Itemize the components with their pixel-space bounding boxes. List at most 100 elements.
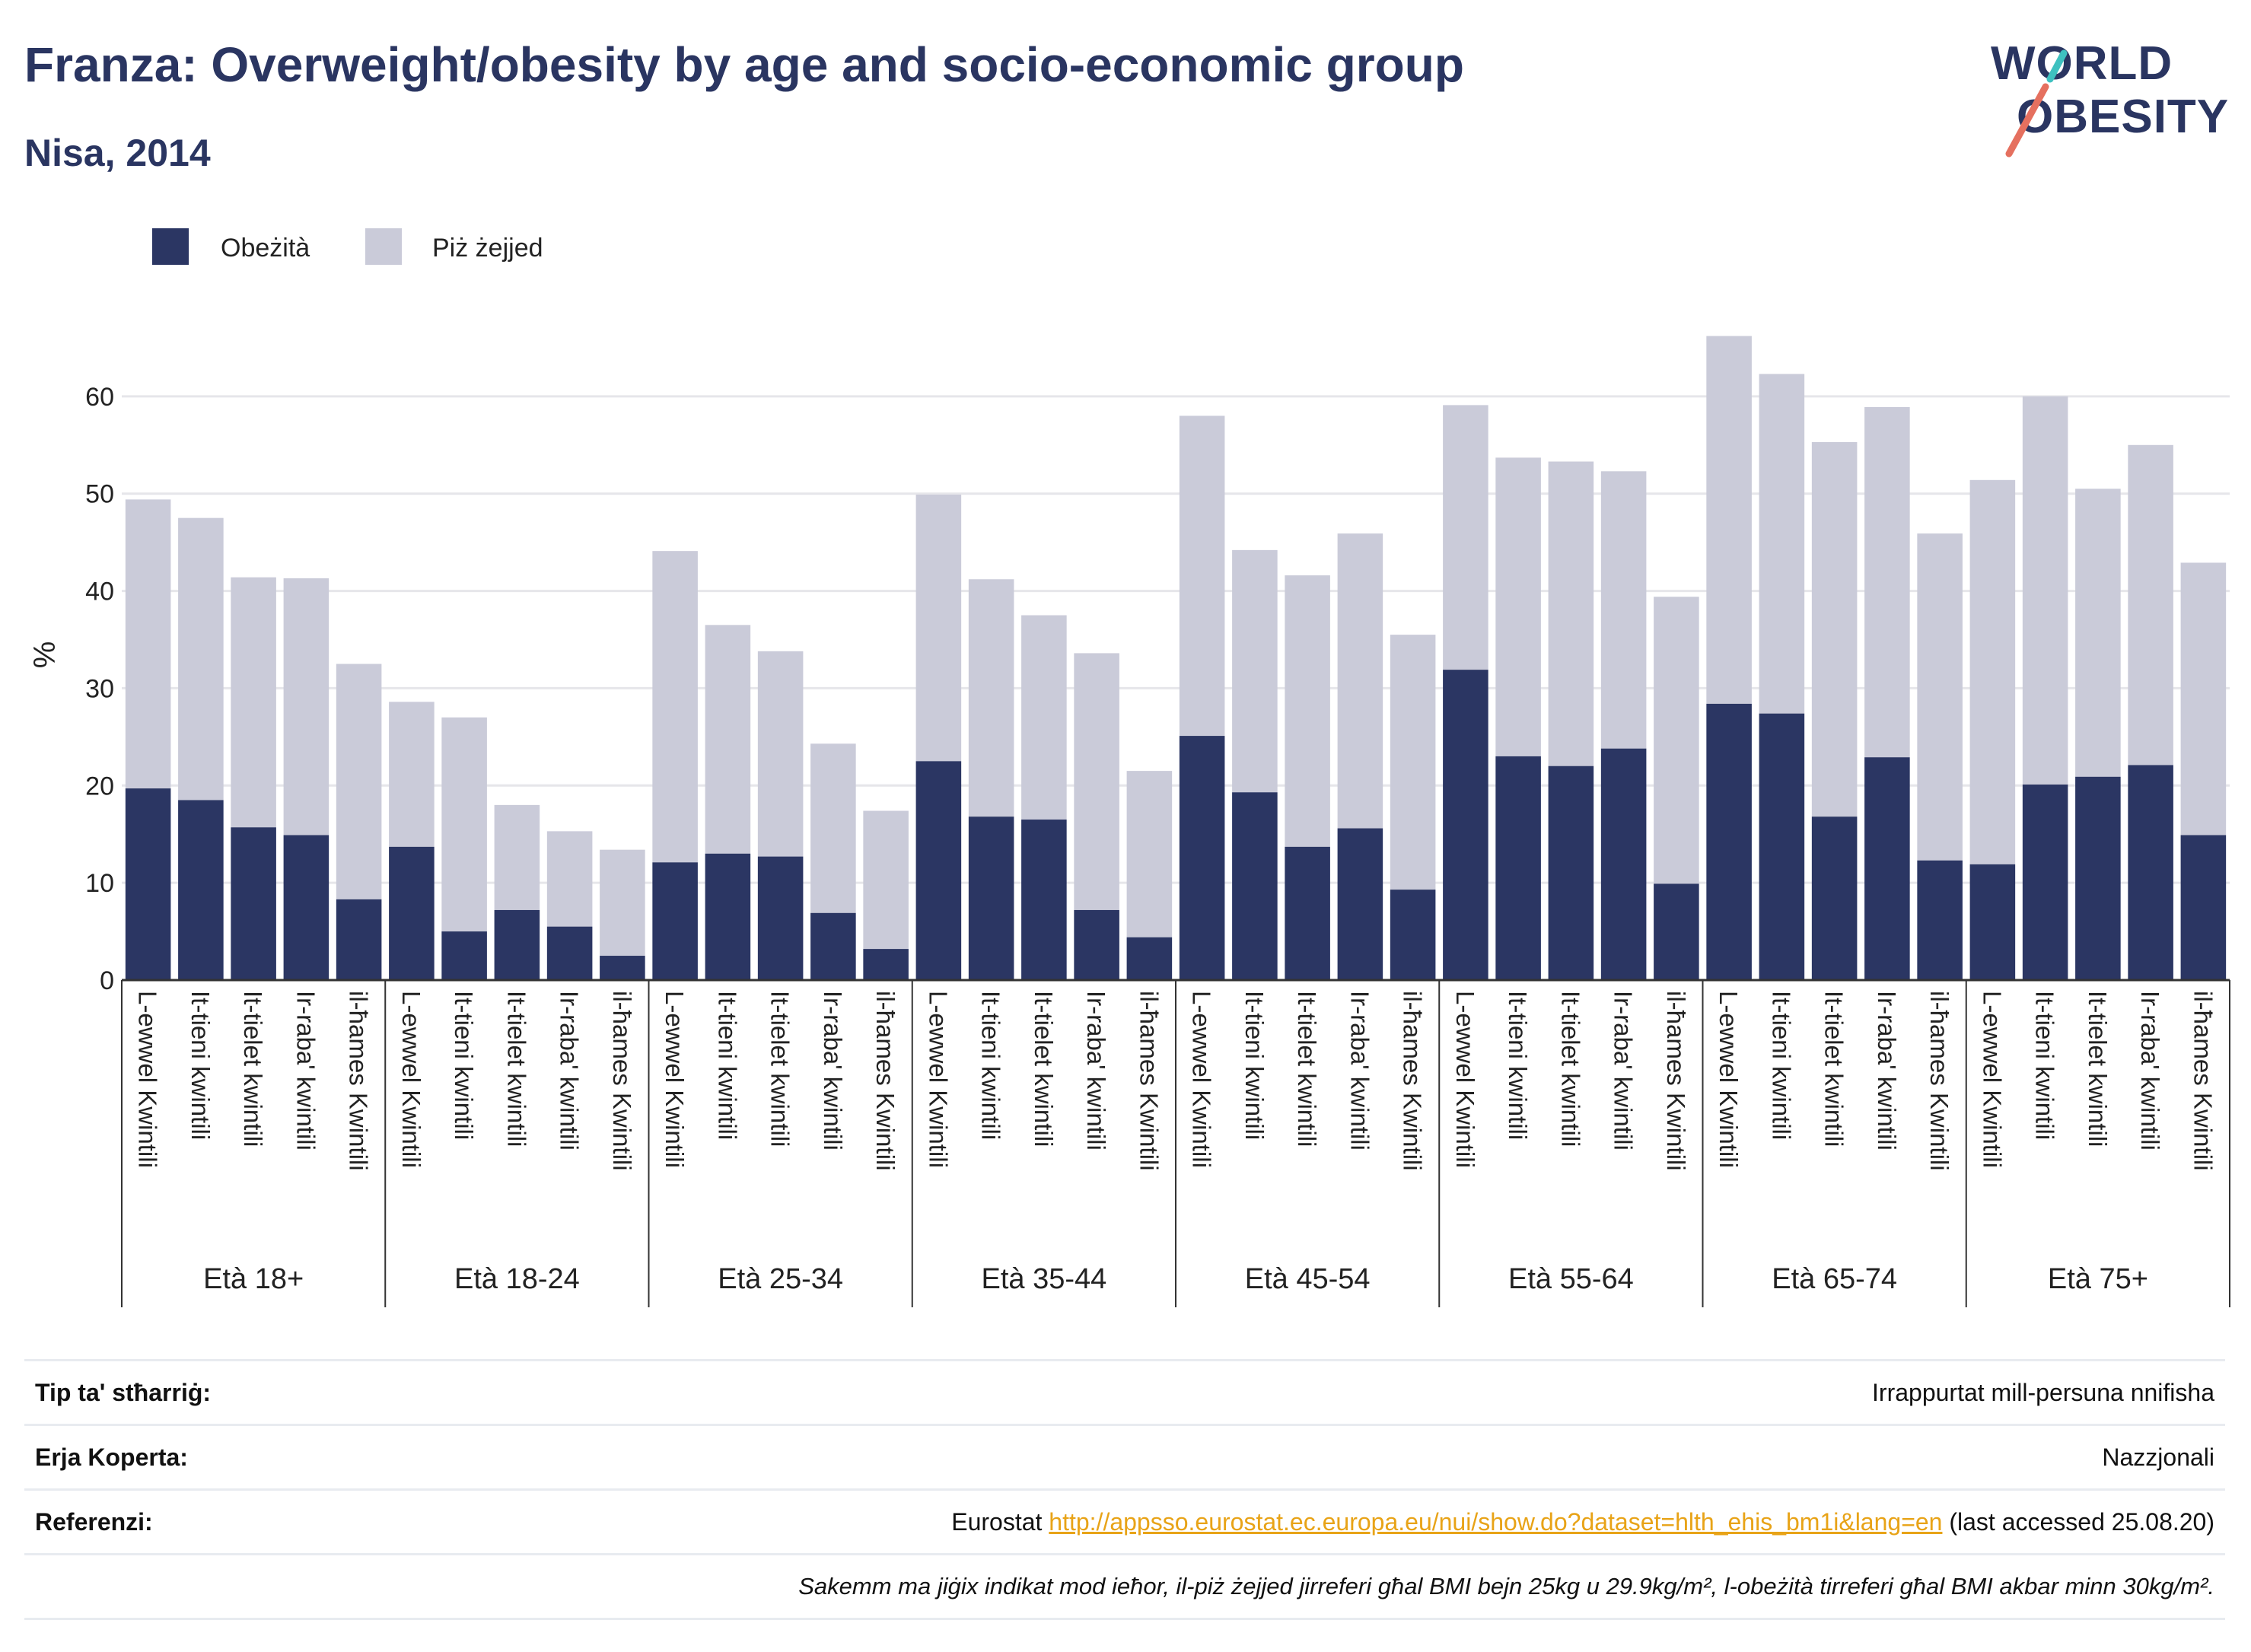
x-tick-label: il-ħames Kwintili: [345, 991, 373, 1171]
bar-overweight: [863, 810, 909, 950]
bar-overweight: [1495, 457, 1541, 756]
x-tick-label: L-ewwel Kwintili: [1188, 991, 1216, 1168]
x-tick-label: Ir-raba' kwintili: [819, 991, 847, 1151]
info-table: Tip ta' stħarriġ: Irrappurtat mill-persu…: [24, 1359, 2225, 1620]
x-tick-label: Ir-raba' kwintili: [1873, 991, 1901, 1151]
bar-overweight: [389, 702, 435, 847]
chart-title: Franza: Overweight/obesity by age and so…: [24, 37, 1464, 92]
group-label: Età 65-74: [1772, 1263, 1897, 1295]
info-value: Nazzjonali: [2102, 1443, 2214, 1471]
bar-obesity: [2180, 835, 2227, 980]
bar-overweight: [178, 517, 224, 801]
bar-obesity: [1126, 937, 1173, 980]
bar-overweight: [283, 578, 330, 836]
info-value: Eurostat http://appsso.eurostat.ec.europ…: [951, 1508, 2225, 1536]
bar-obesity: [757, 856, 804, 980]
bar-overweight: [1548, 461, 1594, 766]
bar-obesity: [810, 912, 856, 980]
bar-overweight: [600, 849, 645, 957]
bar-obesity: [1074, 909, 1119, 980]
bar-obesity: [125, 788, 171, 980]
reference-accessed: (last accessed 25.08.20): [1949, 1507, 2214, 1536]
y-tick-label: 50: [85, 480, 114, 509]
bar-overweight: [2022, 396, 2068, 785]
x-tick-label: il-ħames Kwintili: [1135, 991, 1163, 1171]
bar-obesity: [705, 853, 751, 980]
chart-subtitle: Nisa, 2014: [24, 132, 211, 174]
x-tick-label: Ir-raba' kwintili: [2136, 991, 2164, 1151]
bar-obesity: [441, 931, 487, 980]
bar-overweight: [546, 831, 593, 927]
bar-obesity: [1443, 670, 1488, 980]
bar-obesity: [1179, 736, 1225, 980]
bar-obesity: [336, 899, 382, 980]
bar-obesity: [1390, 890, 1436, 980]
y-axis-label: %: [28, 641, 62, 669]
bar-obesity: [494, 909, 540, 980]
bar-obesity: [1232, 792, 1278, 980]
bar-overweight: [2128, 444, 2173, 766]
bar-obesity: [1759, 713, 1805, 980]
x-tick-label: il-ħames Kwintili: [608, 991, 636, 1171]
bar-obesity: [283, 835, 330, 980]
x-tick-label: It-tieni kwintili: [713, 991, 741, 1140]
bar-obesity: [968, 816, 1014, 980]
bar-overweight: [1864, 406, 1910, 758]
x-tick-label: It-tielet kwintili: [1820, 991, 1848, 1147]
info-row-references: Referenzi: Eurostat http://appsso.eurost…: [24, 1488, 2225, 1553]
info-label: Referenzi:: [35, 1507, 153, 1536]
y-tick-label: 10: [85, 869, 114, 898]
x-tick-label: It-tielet kwintili: [502, 991, 530, 1147]
x-tick-label: L-ewwel Kwintili: [1451, 991, 1479, 1168]
world-obesity-logo: WORLD OBESITY: [1979, 30, 2237, 160]
x-tick-label: Ir-raba' kwintili: [556, 991, 584, 1151]
bar-obesity: [1600, 748, 1647, 980]
reference-link[interactable]: http://appsso.eurostat.ec.europa.eu/nui/…: [1049, 1507, 1943, 1536]
x-tick-label: Ir-raba' kwintili: [1082, 991, 1110, 1151]
bar-overweight: [810, 743, 856, 913]
x-tick-label: Ir-raba' kwintili: [1609, 991, 1638, 1151]
bar-obesity: [1285, 846, 1330, 980]
bar-obesity: [600, 956, 645, 980]
x-tick-label: Ir-raba' kwintili: [1345, 991, 1374, 1151]
y-tick-label: 60: [85, 383, 114, 412]
x-tick-label: It-tieni kwintili: [977, 991, 1005, 1140]
logo-slash-icon: [2005, 49, 2068, 158]
y-tick-label: 20: [85, 772, 114, 801]
bar-overweight: [1917, 533, 1963, 861]
bar-obesity: [2075, 776, 2121, 980]
bar-overweight: [1337, 533, 1383, 829]
x-tick-label: It-tieni kwintili: [1767, 991, 1795, 1140]
group-label: Età 75+: [2048, 1263, 2148, 1295]
x-tick-label: It-tielet kwintili: [766, 991, 794, 1147]
x-tick-label: It-tielet kwintili: [1293, 991, 1321, 1147]
x-tick-label: L-ewwel Kwintili: [924, 991, 952, 1168]
definition-note: Sakemm ma jiġix indikat mod ieħor, il-pi…: [24, 1553, 2225, 1620]
stacked-bar-chart: Obeżità Piż żejjed 0 10 20 30 40 50 60% L-ewwel K…: [28, 228, 2230, 1307]
x-tick-label: It-tielet kwintili: [2084, 991, 2112, 1147]
bar-obesity: [178, 800, 224, 980]
info-label: Erja Koperta:: [35, 1443, 188, 1471]
bar-obesity: [1654, 883, 1699, 980]
legend-label-obesity: Obeżità: [221, 234, 310, 263]
x-tick-label: It-tielet kwintili: [1556, 991, 1584, 1147]
logo-line-2: OBESITY: [2017, 91, 2230, 143]
x-tick-label: il-ħames Kwintili: [1662, 991, 1690, 1171]
bar-overweight: [336, 664, 382, 899]
bar-obesity: [389, 846, 435, 980]
group-label: Età 25-34: [718, 1263, 843, 1295]
info-row-area-covered: Erja Koperta: Nazzjonali: [24, 1424, 2225, 1488]
bar-overweight: [1600, 471, 1647, 749]
x-tick-label: It-tieni kwintili: [186, 991, 215, 1140]
bar-overweight: [915, 494, 962, 762]
bar-overweight: [705, 625, 751, 854]
reference-source: Eurostat: [951, 1507, 1043, 1536]
bar-obesity: [1706, 703, 1752, 980]
bar-obesity: [2128, 765, 2173, 980]
x-tick-label: It-tieni kwintili: [1240, 991, 1269, 1140]
x-tick-label: L-ewwel Kwintili: [1715, 991, 1743, 1168]
bar-overweight: [125, 499, 171, 789]
x-tick-label: il-ħames Kwintili: [2189, 991, 2217, 1171]
info-value: Irrappurtat mill-persuna nnifisha: [1872, 1378, 2214, 1406]
y-tick-label: 30: [85, 674, 114, 703]
